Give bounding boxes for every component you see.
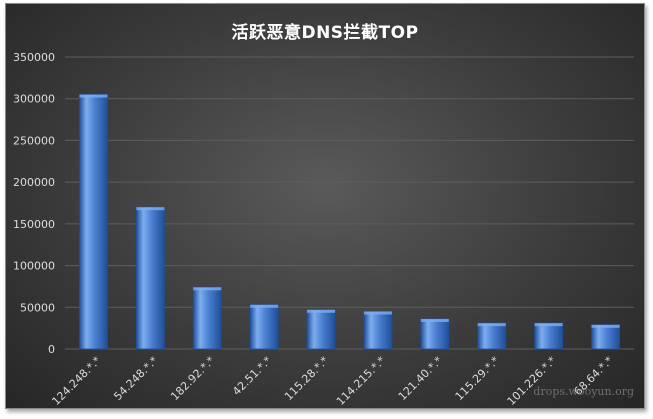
chart-title: 活跃恶意DNS拦截TOP <box>231 23 419 43</box>
x-tick-label: 124.248.*.* <box>49 354 103 408</box>
bar <box>135 206 165 350</box>
y-tick-label: 50000 <box>20 301 55 314</box>
bar-top-highlight <box>363 311 392 315</box>
bar <box>79 94 108 350</box>
bar-chart-plot: 0 50000 100000 150000 200000 250000 300000 3500… <box>13 51 634 408</box>
bar-top-highlight <box>193 287 222 291</box>
x-tick-label: 115.28.*.* <box>282 354 331 403</box>
bar-rect <box>79 94 108 350</box>
bar-top-highlight <box>420 318 449 322</box>
watermark: drops.wooyun.org <box>533 385 634 398</box>
x-tick-label: 115.29.*.* <box>453 354 502 403</box>
bar-top-highlight <box>307 309 336 313</box>
bar <box>363 311 393 350</box>
x-tick-label: 121.40.*.* <box>396 354 445 403</box>
y-tick-label: 300000 <box>13 93 55 106</box>
bar-top-highlight <box>534 323 563 327</box>
y-tick-label: 350000 <box>13 51 55 64</box>
bar-rect <box>534 322 564 350</box>
bar <box>591 324 620 350</box>
bar-rect <box>192 286 222 350</box>
x-tick-label: 54.248.*.* <box>111 354 160 403</box>
y-tick-label: 100000 <box>13 260 55 273</box>
bar-rect <box>135 206 165 350</box>
y-tick-label: 250000 <box>13 134 55 147</box>
bar-rect <box>249 304 279 350</box>
bar-top-highlight <box>591 324 620 328</box>
bar-rect <box>591 324 620 350</box>
bar-rect <box>477 322 507 350</box>
x-tick-label: 182.92.*.* <box>168 354 217 403</box>
bar <box>534 322 564 350</box>
bar-top-highlight <box>79 94 108 98</box>
x-tick-label: 101.226.*.* <box>505 354 559 408</box>
bar-rect <box>420 318 450 350</box>
bar-top-highlight <box>250 304 279 308</box>
bar-top-highlight <box>136 207 165 211</box>
bar <box>249 304 279 350</box>
x-tick-label: 114.215.*.* <box>334 354 388 408</box>
chart-frame: 活跃恶意DNS拦截TOP 0 50000 100000 150000 200000 250… <box>5 3 645 409</box>
bar <box>420 318 450 350</box>
bar <box>306 309 336 350</box>
y-tick-label: 150000 <box>13 218 55 231</box>
y-tick-label: 200000 <box>13 176 55 189</box>
bar-top-highlight <box>477 323 506 327</box>
y-tick-label: 0 <box>48 343 55 356</box>
x-tick-label: 42.51.*.* <box>230 354 275 399</box>
bar <box>192 286 222 350</box>
bar-rect <box>306 309 336 350</box>
bar-rect <box>363 311 393 350</box>
bar <box>477 322 507 350</box>
